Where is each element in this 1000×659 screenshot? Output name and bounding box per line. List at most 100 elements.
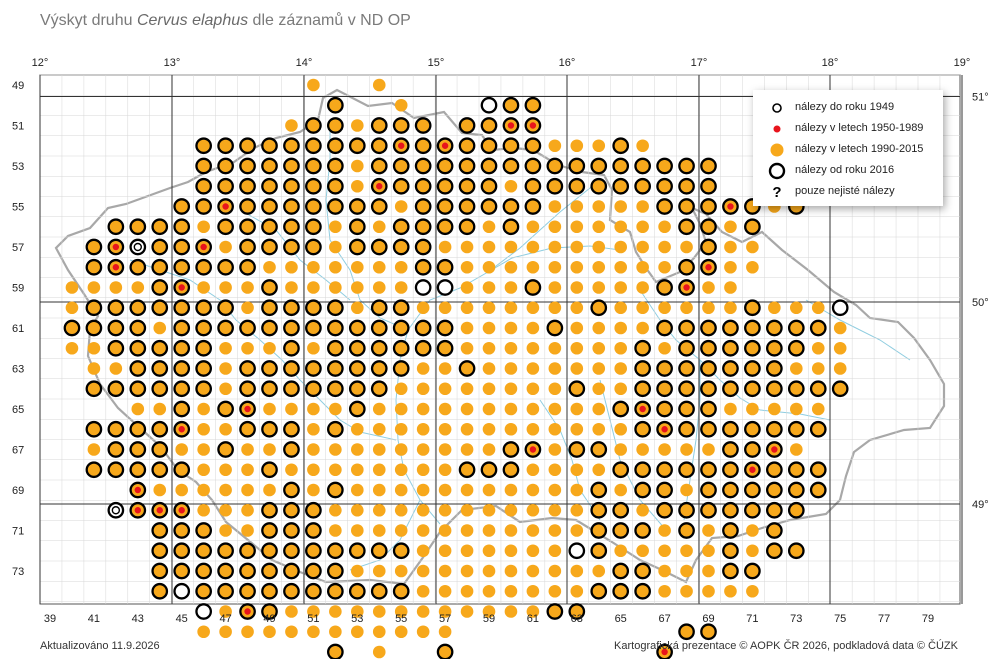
occurrence-cell — [502, 96, 520, 114]
ring-2016 — [283, 562, 300, 580]
occurrence-cell — [219, 503, 232, 517]
orange-dot — [241, 483, 254, 497]
orange-dot — [746, 544, 759, 558]
occurrence-cell — [195, 238, 212, 256]
orange-dot-icon — [770, 143, 784, 157]
orange-dot — [746, 341, 759, 355]
orange-dot — [219, 159, 232, 173]
occurrence-cell — [809, 420, 827, 438]
occurrence-cell — [614, 443, 627, 456]
occurrence-cell — [524, 177, 542, 195]
orange-dot — [285, 260, 298, 274]
occurrence-cell — [261, 420, 278, 438]
orange-dot — [175, 402, 188, 416]
occurrence-cell — [151, 218, 169, 236]
occurrence-cell — [504, 362, 518, 375]
orange-dot — [811, 382, 825, 396]
occurrence-cell — [107, 319, 125, 337]
orange-dot — [329, 524, 342, 537]
orange-dot — [438, 402, 452, 416]
occurrence-cell — [460, 260, 474, 274]
occurrence-cell — [372, 422, 386, 436]
occurrence-cell — [744, 360, 761, 377]
row-label: 51 — [12, 121, 24, 133]
occurrence-cell — [460, 301, 474, 315]
occurrence-cell — [329, 605, 342, 618]
occurrence-cell — [634, 420, 652, 438]
ring-2016 — [217, 137, 234, 155]
ring-2016 — [809, 380, 827, 398]
occurrence-cell — [568, 157, 586, 175]
orange-dot — [131, 402, 145, 416]
orange-dot — [219, 422, 232, 436]
occurrence-cell — [416, 443, 430, 456]
orange-dot — [285, 119, 298, 132]
orange-dot — [175, 443, 188, 456]
occurrence-cell — [239, 137, 256, 155]
ring-2016 — [261, 137, 278, 155]
row-label: 73 — [12, 566, 24, 578]
orange-dot — [329, 605, 342, 618]
occurrence-cell — [151, 562, 169, 580]
occurrence-cell — [744, 441, 761, 458]
orange-dot — [746, 422, 759, 436]
occurrence-cell — [173, 339, 191, 357]
occurrence-cell — [548, 240, 562, 254]
ring-2016 — [151, 360, 169, 377]
occurrence-cell — [811, 341, 825, 355]
orange-dot — [592, 584, 606, 598]
orange-dot — [153, 584, 167, 598]
occurrence-cell — [482, 402, 496, 416]
orange-dot — [307, 524, 320, 537]
orange-dot — [504, 564, 518, 578]
occurrence-cell — [392, 218, 410, 236]
ring-2016 — [129, 420, 147, 438]
occurrence-cell — [833, 341, 847, 355]
occurrence-cell — [107, 238, 125, 256]
occurrence-cell — [372, 605, 386, 618]
occurrence-cell — [372, 564, 386, 578]
occurrence-cell — [548, 584, 562, 598]
orange-dot — [241, 179, 254, 193]
occurrence-cell — [217, 218, 234, 236]
ring-2016 — [612, 137, 630, 155]
occurrence-cell — [219, 625, 232, 639]
occurrence-cell — [811, 301, 825, 315]
orange-dot — [219, 605, 232, 618]
occurrence-cell — [634, 582, 652, 600]
ring-2016 — [722, 522, 739, 539]
occurrence-cell — [678, 157, 695, 175]
ring-2016 — [787, 542, 805, 560]
row-label: 71 — [12, 526, 24, 538]
occurrence-cell — [151, 380, 169, 398]
occurrence-cell — [351, 422, 364, 436]
orange-dot — [658, 564, 671, 578]
occurrence-cell — [724, 402, 737, 416]
occurrence-cell — [570, 483, 584, 497]
orange-dot — [811, 362, 825, 375]
ring-2016 — [129, 339, 147, 357]
occurrence-cell — [173, 542, 191, 560]
occurrence-cell — [504, 402, 518, 416]
ring-2016 — [590, 582, 608, 600]
occurrence-cell — [263, 443, 276, 456]
occurrence-cell — [765, 380, 783, 398]
occurrence-cell — [678, 258, 695, 276]
ring-2016 — [85, 238, 103, 256]
ring-2016 — [305, 218, 322, 236]
ring-2016 — [370, 339, 388, 357]
question-mark-icon: ? — [772, 184, 781, 201]
occurrence-cell — [173, 258, 191, 276]
ring-2016 — [414, 117, 432, 134]
orange-dot — [724, 341, 737, 355]
occurrence-cell — [809, 380, 827, 398]
occurrence-cell — [370, 339, 388, 357]
orange-dot — [329, 301, 342, 315]
orange-dot — [526, 179, 540, 193]
orange-dot — [307, 341, 320, 355]
occurrence-cell — [482, 584, 496, 598]
red-dot — [112, 243, 120, 251]
orange-dot — [482, 463, 496, 477]
occurrence-cell — [219, 422, 232, 436]
